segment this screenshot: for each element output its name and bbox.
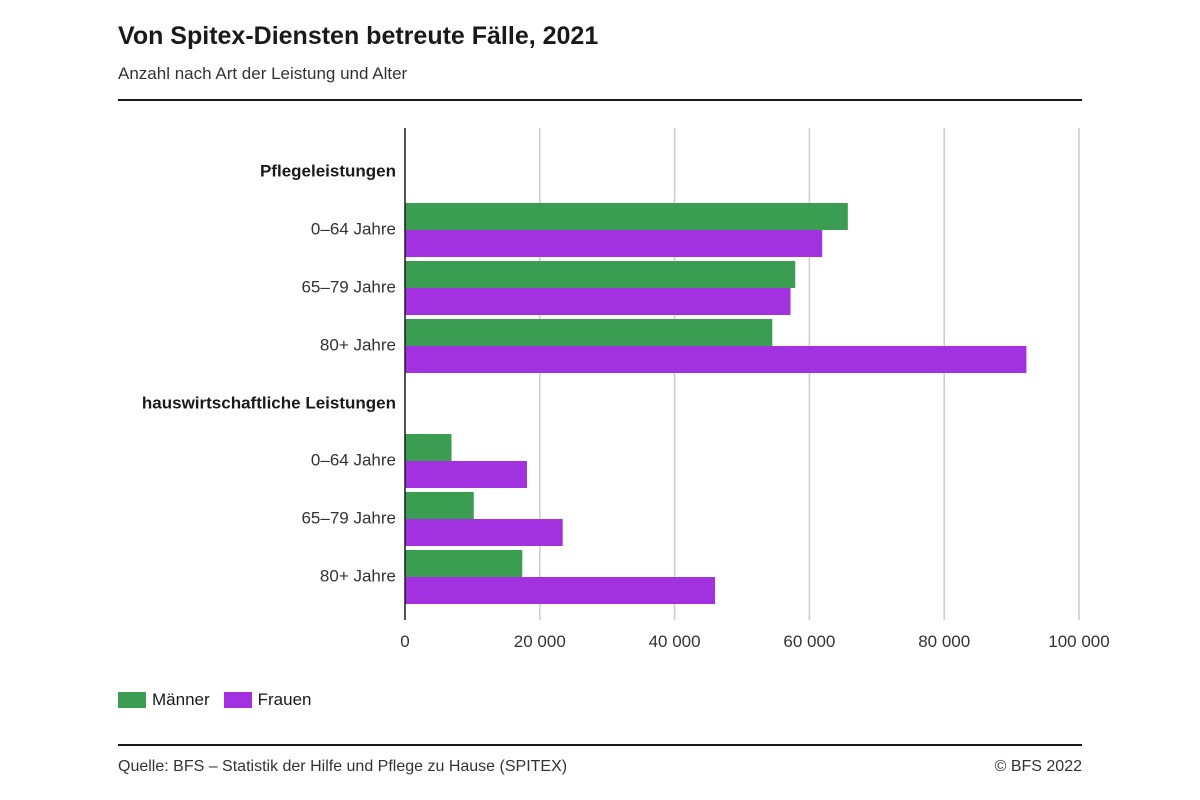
bar-maenner xyxy=(405,261,796,288)
group-label: Pflegeleistungen xyxy=(260,161,396,180)
group-label: hauswirtschaftliche Leistungen xyxy=(142,393,396,412)
bar-maenner xyxy=(405,203,848,230)
header-divider xyxy=(118,99,1082,101)
category-label: 0–64 Jahre xyxy=(311,219,396,238)
bar-chart: 0 20 000 40 000 60 000 80 000 100 000 Pflegele… xyxy=(142,128,1110,651)
chart-title: Von Spitex-Diensten betreute Fälle, 2021 xyxy=(118,22,599,50)
chart-legend: Männer Frauen xyxy=(118,690,326,710)
x-tick-label: 60 000 xyxy=(783,632,835,651)
x-tick-label: 100 000 xyxy=(1048,632,1109,651)
category-label: 80+ Jahre xyxy=(320,566,396,585)
category-label: 0–64 Jahre xyxy=(311,450,396,469)
legend-swatch-maenner xyxy=(118,692,146,708)
x-tick-label: 20 000 xyxy=(514,632,566,651)
bar-maenner xyxy=(405,319,773,346)
legend-label-maenner: Männer xyxy=(152,690,210,709)
bar-frauen xyxy=(405,346,1027,373)
legend-item-frauen: Frauen xyxy=(223,690,312,710)
legend-label-frauen: Frauen xyxy=(257,690,312,709)
x-tick-label: 0 xyxy=(400,632,409,651)
category-label: 65–79 Jahre xyxy=(301,277,396,296)
bar-frauen xyxy=(405,461,527,488)
bar-maenner xyxy=(405,550,523,577)
category-label: 65–79 Jahre xyxy=(301,508,396,527)
source-note: Quelle: BFS – Statistik der Hilfe und Pf… xyxy=(118,758,568,775)
bar-frauen xyxy=(405,230,823,257)
bar-maenner xyxy=(405,492,474,519)
bar-maenner xyxy=(405,434,452,461)
copyright-note: © BFS 2022 xyxy=(994,758,1082,775)
x-tick-label: 80 000 xyxy=(918,632,970,651)
bar-frauen xyxy=(405,519,563,546)
x-tick-label: 40 000 xyxy=(649,632,701,651)
chart-subtitle: Anzahl nach Art der Leistung und Alter xyxy=(118,64,408,83)
legend-swatch-frauen xyxy=(223,692,252,708)
category-label: 80+ Jahre xyxy=(320,335,396,354)
bar-frauen xyxy=(405,288,791,315)
footer-divider xyxy=(118,744,1082,746)
bar-frauen xyxy=(405,577,716,604)
legend-item-maenner: Männer xyxy=(118,690,210,710)
